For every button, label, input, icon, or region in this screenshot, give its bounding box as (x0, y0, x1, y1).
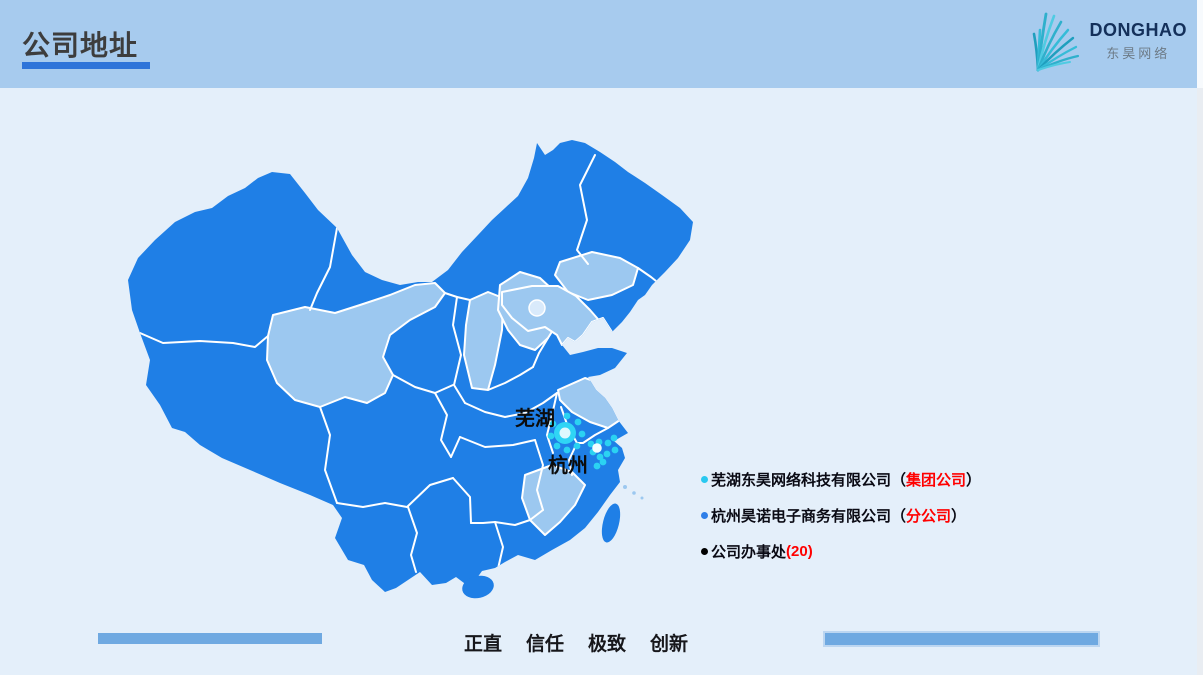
map-legend: 芜湖东昊网络科技有限公司（集团公司） 杭州昊诺电子商务有限公司（分公司） 公司办… (701, 461, 981, 569)
hangzhou-branch-marker (592, 443, 602, 453)
footer-bar-right (823, 631, 1100, 647)
logo-name: DONGHAO (1089, 20, 1187, 40)
header-band: 公司地址 DONGHAO 东昊网络 (0, 0, 1203, 88)
legend-label: 公司办事处 (711, 543, 787, 561)
province-fujian (521, 464, 586, 536)
legend-label: 杭州昊诺电子商务有限公司 (711, 507, 892, 525)
island-hainan (462, 575, 494, 599)
legend-label: 芜湖东昊网络科技有限公司 (711, 471, 892, 489)
footer-bar-left (98, 633, 322, 644)
logo-text: DONGHAO 东昊网络 (1090, 20, 1188, 62)
map-label-hangzhou: 杭州 (548, 453, 588, 477)
island-taiwan (601, 503, 621, 543)
legend-dot-cyan (701, 475, 708, 483)
legend-highlight: 集团公司 (906, 471, 967, 489)
map-label-wuhu: 芜湖 (515, 406, 555, 430)
china-map: 芜湖 杭州 (105, 135, 705, 605)
light-provinces (266, 251, 639, 536)
legend-item-offices: 公司办事处 (20) (701, 533, 981, 569)
footer-value: 极致 (587, 634, 626, 655)
legend-item-branch-company: 杭州昊诺电子商务有限公司（分公司） (701, 497, 981, 533)
legend-dot-blue (701, 511, 708, 519)
paren-close: ） (966, 471, 982, 489)
legend-dot-black (701, 547, 708, 555)
window-edge-strip-top (1197, 0, 1203, 88)
title-underline (22, 62, 150, 69)
paren-open: （ (891, 507, 907, 525)
footer-value: 信任 (525, 634, 564, 655)
fan-logo-icon (1032, 12, 1079, 72)
footer-value: 正直 (464, 634, 503, 655)
province-beijing (528, 299, 546, 317)
legend-item-group-company: 芜湖东昊网络科技有限公司（集团公司） (701, 461, 981, 497)
province-liaoning (501, 285, 613, 346)
province-qinghai-gansu (266, 282, 446, 408)
province-shanxi (463, 291, 504, 391)
logo-subtitle: 东昊网络 (1106, 46, 1171, 61)
paren-open: （ (891, 471, 907, 489)
legend-highlight: (20) (786, 542, 813, 560)
province-jilin (554, 251, 639, 301)
office-dots (547, 412, 619, 470)
paren-close: ） (951, 507, 967, 525)
window-edge-strip (1197, 0, 1203, 675)
china-map-svg: 芜湖 杭州 (128, 140, 693, 599)
footer-values: 正直 信任 极致 创新 (464, 629, 688, 656)
footer-value: 创新 (649, 634, 688, 655)
company-logo: DONGHAO 东昊网络 (1028, 4, 1188, 78)
page-title: 公司地址 (22, 30, 139, 61)
small-islands (623, 485, 644, 500)
legend-highlight: 分公司 (906, 507, 952, 525)
wuhu-hq-marker (554, 422, 576, 444)
